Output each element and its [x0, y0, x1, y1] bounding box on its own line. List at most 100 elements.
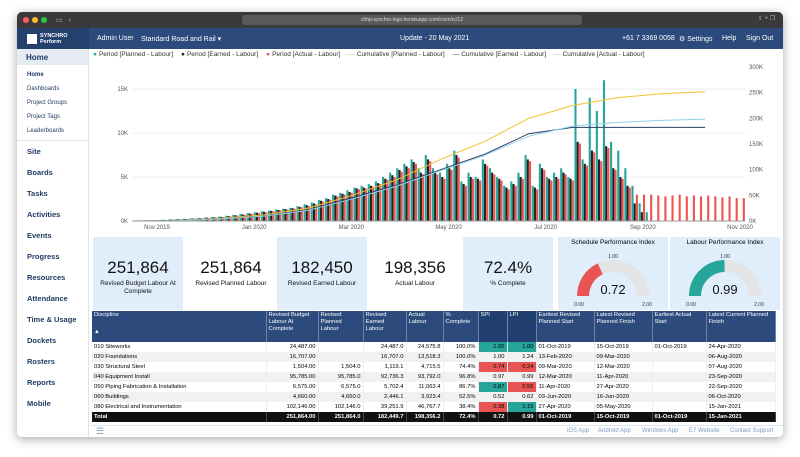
bar-planned [531, 185, 534, 221]
maximize-window-icon[interactable] [41, 17, 47, 23]
sidebar-home-header[interactable]: Home [17, 49, 88, 65]
footer-link-support[interactable]: Contact Support [730, 428, 774, 434]
column-header[interactable]: Actual Labour [406, 311, 444, 342]
table-row[interactable]: 030 Structural Steel 1,504.00 1,504.0 1,119… [92, 362, 776, 372]
bar-actual [386, 179, 389, 221]
table-cell: 0.52 [478, 392, 508, 402]
legend-item-period-actual[interactable]: ● Period [Actual - Labour] [266, 51, 341, 58]
minimize-window-icon[interactable] [32, 17, 38, 23]
table-cell: 24,575.8 [406, 342, 444, 352]
bar-earned [398, 169, 401, 221]
table-cell: 39,251.9 [363, 402, 407, 412]
table-row[interactable]: 050 Piping Fabrication & Installation 6,5… [92, 382, 776, 392]
sort-asc-icon[interactable]: ▲ [94, 329, 100, 335]
table-cell [652, 402, 707, 412]
project-name: Standard Road and Rail [141, 36, 216, 43]
close-window-icon[interactable] [23, 17, 29, 23]
bar-earned [555, 177, 558, 221]
sidebar-item-reports[interactable]: Reports [27, 378, 56, 387]
bar-actual [307, 206, 311, 221]
column-header[interactable]: SPI [478, 311, 508, 342]
table-cell: 0.87 [478, 382, 508, 392]
table-row[interactable]: 060 Buildings 4,660.00 4,660.0 2,446.1 3,923… [92, 392, 776, 402]
table-cell: 27-Apr-2020 [536, 402, 595, 412]
legend-item-cum-actual[interactable]: — Cumulative [Actual - Labour] [554, 51, 645, 58]
table-row[interactable]: 080 Electrical and Instrumentation 102,14… [92, 402, 776, 412]
table-row[interactable]: 040 Equipment Install 95,785.00 95,785.0 92… [92, 372, 776, 382]
sidebar-toggle-icon[interactable]: ▭ [56, 17, 63, 24]
table-cell: 0.97 [478, 372, 508, 382]
browser-actions-icon[interactable]: ⇪ + ❐ [757, 16, 775, 22]
table-cell: 1.00 [507, 342, 537, 352]
column-header[interactable]: Revised Budget Labour At Complete [266, 311, 319, 342]
sidebar-sub-leaderboards[interactable]: Leaderboards [27, 128, 65, 134]
bar-planned [310, 202, 313, 221]
bar-actual [479, 180, 482, 221]
sidebar-sub-home[interactable]: Home [27, 72, 44, 78]
address-bar[interactable]: chhp-synchro-logo.herokuapp.com/rosm/rc/… [242, 15, 582, 25]
sidebar-item-events[interactable]: Events [27, 231, 52, 240]
bar-earned [341, 193, 344, 221]
settings-link[interactable]: ⚙ Settings [679, 35, 713, 43]
footer-link-android[interactable]: Android App [598, 428, 631, 434]
column-header[interactable]: LPI [507, 311, 537, 342]
footer-link-ios[interactable]: iOS App [567, 428, 590, 434]
bar-actual [265, 212, 268, 221]
help-link[interactable]: Help [722, 35, 737, 42]
column-header[interactable]: Latest Revised Planned Finish [594, 311, 653, 342]
table-cell: 5,702.4 [363, 382, 407, 392]
table-cell: 060 Buildings [92, 392, 267, 402]
table-row[interactable]: 010 Siteworks 24,487.00 24,487.0 24,575.8 10… [92, 342, 776, 352]
sidebar-item-progress[interactable]: Progress [27, 252, 60, 261]
bar-actual [422, 174, 425, 221]
sidebar-sub-project-groups[interactable]: Project Groups [27, 100, 68, 106]
x-tick-label: Sep 2020 [630, 225, 656, 231]
project-selector[interactable]: Standard Road and Rail ▾ [141, 35, 221, 43]
legend-item-cum-earned[interactable]: — Cumulative [Earned - Labour] [452, 51, 547, 58]
sidebar-item-resources[interactable]: Resources [27, 273, 66, 282]
bar-actual [322, 201, 325, 221]
bar-actual [564, 174, 567, 221]
y2-tick-label: 200K [749, 116, 763, 122]
synchro-logo[interactable]: SYNCHRO Perform [17, 28, 89, 49]
back-icon[interactable]: ‹ [68, 16, 71, 24]
sidebar-sub-dashboards[interactable]: Dashboards [27, 86, 60, 92]
bar-actual [250, 213, 254, 221]
legend-item-period-planned[interactable]: ● Period [Planned - Labour] [93, 51, 174, 58]
footer-link-windows[interactable]: Windows App [642, 428, 679, 434]
sidebar-item-rosters[interactable]: Rosters [27, 357, 55, 366]
bar-planned [538, 163, 541, 221]
menu-icon[interactable]: ☰ [96, 426, 105, 436]
bar-earned [320, 200, 323, 221]
column-header[interactable]: Revised Planned Labour [318, 311, 364, 342]
admin-user-link[interactable]: Admin User [97, 35, 134, 42]
table-cell: 24,487.0 [363, 342, 407, 352]
sidebar-item-site[interactable]: Site [27, 147, 41, 156]
sidebar-item-boards[interactable]: Boards [27, 168, 53, 177]
sidebar-item-tasks[interactable]: Tasks [27, 189, 48, 198]
sidebar-item-attendance[interactable]: Attendance [27, 294, 68, 303]
column-header[interactable]: Revised Earned Labour [363, 311, 407, 342]
bar-actual [357, 189, 360, 221]
bar-actual [700, 196, 703, 221]
footer-link-website[interactable]: E7 Website [689, 428, 720, 434]
sign-out-link[interactable]: Sign Out [746, 35, 774, 42]
table-row[interactable]: 020 Foundations 16,707.00 16,707.0 13,518.3… [92, 352, 776, 362]
column-header[interactable]: Earliest Actual Start [652, 311, 707, 342]
table-cell [318, 352, 364, 362]
bar-planned [332, 194, 335, 221]
sidebar-item-activities[interactable]: Activities [27, 210, 61, 219]
sidebar-item-mobile[interactable]: Mobile [27, 399, 51, 408]
sidebar-sub-project-tags[interactable]: Project Tags [27, 114, 60, 120]
legend-item-cum-planned[interactable]: — Cumulative [Planned - Labour] [348, 51, 445, 58]
table-cell: 16,707.0 [363, 352, 407, 362]
legend-item-period-earned[interactable]: ● Period [Earned - Labour] [181, 51, 259, 58]
sidebar-item-dockets[interactable]: Dockets [27, 336, 57, 345]
sidebar-item-time-usage[interactable]: Time & Usage [27, 315, 77, 324]
column-header[interactable]: % Complete [443, 311, 479, 342]
column-header[interactable]: Latest Current Planned Finish [706, 311, 776, 342]
column-header[interactable]: Discipline ▲ [92, 311, 267, 342]
table-cell: 102,146.0 [318, 402, 364, 412]
column-header[interactable]: Earliest Revised Planned Start [536, 311, 595, 342]
table-cell: 4,660.0 [318, 392, 364, 402]
